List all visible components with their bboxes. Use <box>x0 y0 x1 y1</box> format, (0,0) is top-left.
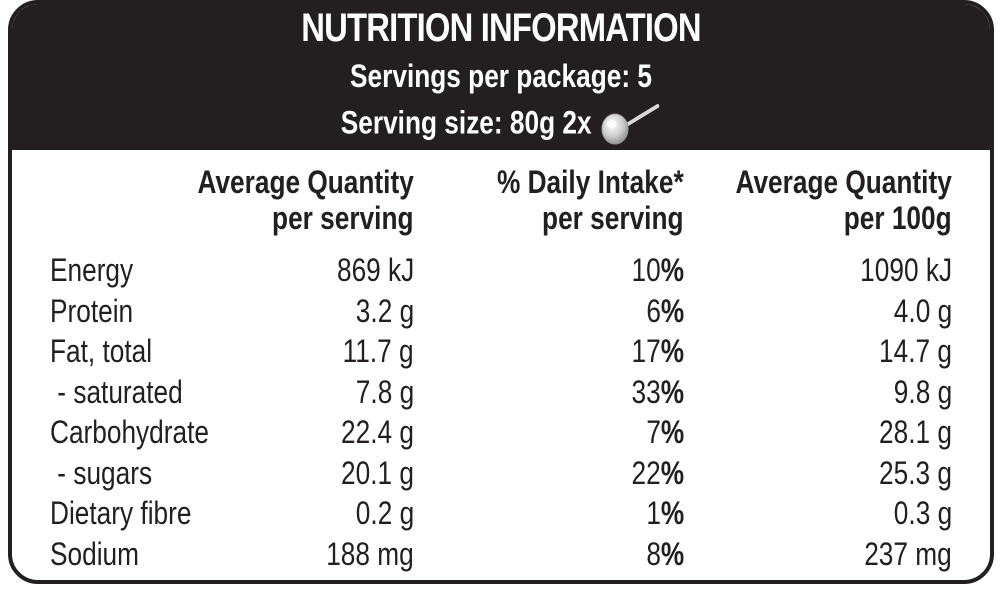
nutrient-name: - sugars <box>50 454 153 491</box>
serving-size-line: Serving size: 80g 2x <box>100 102 902 148</box>
servings-per-package: Servings per package: 5 <box>350 58 652 94</box>
nutrient-name: Fat, total <box>50 333 153 369</box>
col-header-daily-intake: % Daily Intake* per serving <box>497 164 684 236</box>
value-per-100g: 14.7 g <box>879 333 952 369</box>
value-daily-intake: 22% <box>631 454 684 491</box>
value-per-serving: 11.7 g <box>342 333 414 369</box>
value-per-serving: 20.1 g <box>341 454 414 491</box>
value-per-100g: 9.8 g <box>893 373 952 410</box>
panel-header: NUTRITION INFORMATION Servings per packa… <box>12 4 990 150</box>
value-per-100g: 237 mg <box>864 535 952 572</box>
nutrient-name: Protein <box>50 292 134 329</box>
value-daily-intake: 33% <box>631 373 684 410</box>
value-per-100g: 25.3 g <box>879 454 952 491</box>
value-per-serving: 0.2 g <box>355 495 414 531</box>
nutrient-name: Carbohydrate <box>50 414 209 450</box>
col-header-per-100g: Average Quantity per 100g <box>735 164 952 236</box>
serving-size: Serving size: 80g 2x <box>340 104 592 141</box>
value-daily-intake: 8% <box>646 535 684 572</box>
nutrient-name: Energy <box>50 252 134 288</box>
value-per-serving: 869 kJ <box>336 252 414 288</box>
value-daily-intake: 10% <box>631 252 684 288</box>
value-per-serving: 22.4 g <box>341 414 414 450</box>
nutrient-name: Dietary fibre <box>50 495 192 531</box>
nutrient-name: - saturated <box>50 373 183 410</box>
value-per-100g: 4.0 g <box>893 292 952 329</box>
value-per-serving: 188 mg <box>326 535 414 572</box>
scoop-icon <box>601 104 660 145</box>
value-per-100g: 0.3 g <box>893 495 952 531</box>
value-daily-intake: 6% <box>646 292 684 329</box>
value-per-serving: 7.8 g <box>355 373 414 410</box>
value-per-100g: 28.1 g <box>879 414 952 450</box>
nutrition-panel: NUTRITION INFORMATION Servings per packa… <box>8 0 994 584</box>
value-daily-intake: 7% <box>646 414 684 450</box>
value-daily-intake: 1% <box>646 495 684 531</box>
nutrient-name: Sodium <box>50 535 139 572</box>
value-per-serving: 3.2 g <box>355 292 414 329</box>
panel-title: NUTRITION INFORMATION <box>301 6 701 50</box>
value-per-100g: 1090 kJ <box>860 252 952 288</box>
value-daily-intake: 17% <box>631 333 684 369</box>
col-header-per-serving: Average Quantity per serving <box>197 164 414 236</box>
